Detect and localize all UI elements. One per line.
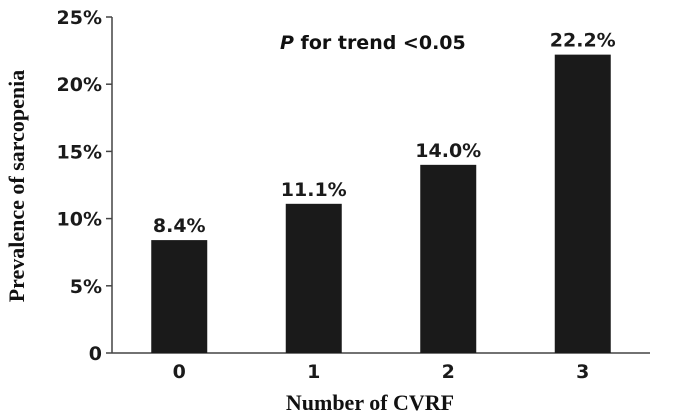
data-label: 11.1%	[281, 179, 347, 201]
data-label: 14.0%	[415, 140, 481, 162]
trend-annotation-italic: P	[280, 32, 294, 54]
y-tick-label: 0	[89, 343, 102, 365]
y-tick-label: 20%	[57, 74, 102, 96]
x-axis: 0 1 2 3	[112, 352, 650, 383]
x-tick-label: 0	[173, 361, 186, 383]
y-axis: 0 5% 10% 15% 20% 25%	[57, 7, 113, 365]
bar	[151, 240, 208, 353]
y-tick-label: 5%	[70, 276, 102, 298]
y-tick-label: 10%	[57, 209, 102, 231]
bars	[151, 54, 611, 354]
y-tick-label: 15%	[57, 141, 102, 163]
data-label: 8.4%	[153, 215, 206, 237]
data-labels: 8.4% 11.1% 14.0% 22.2%	[153, 30, 616, 237]
trend-annotation: P for trend <0.05	[280, 32, 466, 54]
bar	[554, 54, 611, 354]
x-tick-label: 2	[442, 361, 455, 383]
y-axis-title: Prevalence of sarcopenia	[4, 70, 29, 303]
data-label: 22.2%	[550, 30, 616, 52]
bar	[285, 203, 342, 353]
trend-annotation-text: for trend <0.05	[294, 32, 466, 54]
x-tick-label: 1	[307, 361, 320, 383]
x-axis-title: Number of CVRF	[286, 390, 454, 415]
x-tick-label: 3	[576, 361, 589, 383]
y-tick-label: 25%	[57, 7, 102, 29]
bar	[420, 164, 477, 353]
